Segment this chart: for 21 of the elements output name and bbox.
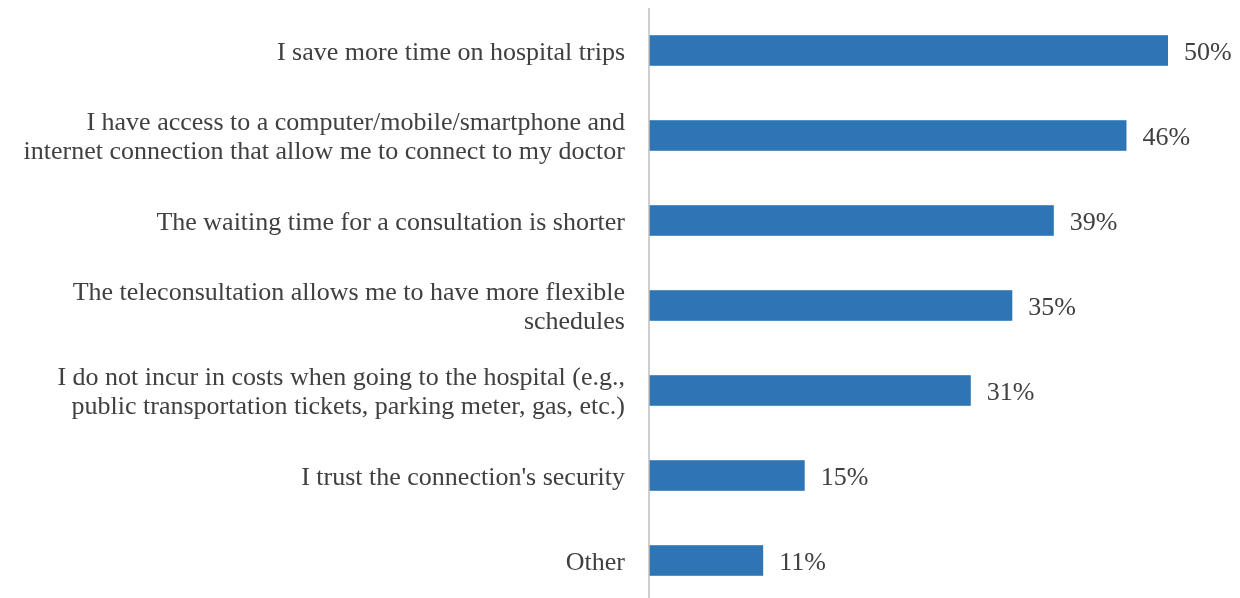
data-label: 39% [1069,206,1118,236]
bar [649,375,971,406]
y-tick-label: The waiting time for a consultation is shorter [156,206,626,236]
bar [649,35,1168,66]
y-tick-label: I trust the connection's security [301,461,625,491]
data-label: 50% [1184,36,1232,66]
bar [649,205,1054,236]
y-tick-label: I have access to a computer/mobile/smartphone and internet connection that allow me to connect to my doctor [23,107,626,166]
y-tick-label: I save more time on hospital trips [276,36,625,66]
bar [649,460,805,491]
bar [649,545,764,576]
data-label: 11% [779,546,826,576]
data-label: 46% [1142,121,1191,151]
y-tick-label: Other [565,546,626,576]
bar [649,290,1013,321]
y-tick-label: I do not incur in costs when going to the hospital (e.g., public transportation tickets, parking meter, gas, etc.) [57,362,625,421]
bar [649,120,1127,151]
data-label: 31% [986,376,1035,406]
data-label: 35% [1028,291,1076,321]
y-tick-label: The teleconsultation allows me to have more flexible schedules [72,277,625,336]
data-label: 15% [820,461,869,491]
